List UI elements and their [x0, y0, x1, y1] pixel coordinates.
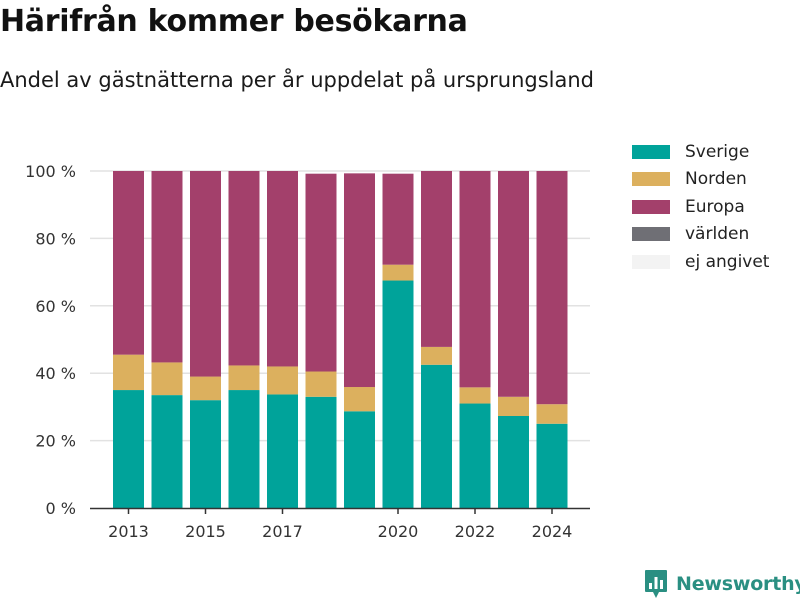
bar-europa-2014[interactable] — [151, 171, 183, 363]
x-tick-label: 2017 — [262, 522, 303, 541]
bar-norden-2021[interactable] — [421, 346, 452, 365]
legend: Sverige Norden Europa världen ej angivet — [632, 138, 769, 276]
legend-item-ej-angivet[interactable]: ej angivet — [632, 248, 769, 276]
brand-name: Newsworthy — [676, 573, 800, 595]
legend-swatch-europa — [632, 199, 670, 214]
bar-sverige-2016[interactable] — [228, 390, 260, 508]
bar-norden-2019[interactable] — [344, 387, 375, 412]
legend-item-sverige[interactable]: Sverige — [632, 138, 769, 166]
bar-sverige-2017[interactable] — [267, 394, 298, 508]
bar-norden-2013[interactable] — [113, 354, 144, 391]
legend-swatch-ej-angivet — [632, 254, 670, 269]
bar-europa-2015[interactable] — [190, 171, 221, 377]
legend-label-sverige: Sverige — [685, 141, 750, 162]
bar-europa-2022[interactable] — [459, 171, 491, 388]
bar-sverige-2015[interactable] — [190, 400, 221, 508]
chart-subtitle: Andel av gästnätterna per år uppdelat på… — [0, 68, 594, 92]
bar-sverige-2020[interactable] — [382, 280, 414, 508]
bar-norden-2016[interactable] — [228, 365, 260, 391]
chart-title: Härifrån kommer besökarna — [0, 4, 468, 39]
bar-sverige-2021[interactable] — [421, 364, 452, 508]
legend-label-europa: Europa — [685, 196, 745, 217]
bar-europa-2019[interactable] — [344, 173, 375, 388]
bar-norden-2017[interactable] — [267, 366, 298, 395]
bar-sverige-2023[interactable] — [498, 415, 529, 508]
legend-swatch-norden — [632, 172, 670, 187]
bar-norden-2014[interactable] — [151, 362, 183, 396]
legend-label-norden: Norden — [685, 169, 747, 190]
legend-label-ej-angivet: ej angivet — [685, 251, 770, 272]
bar-norden-2020[interactable] — [382, 264, 414, 281]
x-tick-label: 2020 — [378, 522, 419, 541]
bar-europa-2013[interactable] — [113, 171, 144, 355]
bar-europa-2023[interactable] — [498, 171, 529, 397]
newsworthy-icon — [645, 570, 667, 598]
bar-norden-2023[interactable] — [498, 396, 529, 416]
bars — [113, 171, 568, 508]
legend-item-norden[interactable]: Norden — [632, 166, 769, 194]
newsworthy-logo[interactable]: Newsworthy — [644, 569, 800, 599]
bar-sverige-2024[interactable] — [536, 423, 568, 508]
bar-sverige-2019[interactable] — [344, 411, 375, 508]
y-axis: 0 % 20 % 40 % 60 % 80 % 100 % — [25, 162, 76, 518]
bar-sverige-2014[interactable] — [151, 395, 183, 508]
y-tick-label: 40 % — [35, 364, 76, 383]
legend-swatch-sverige — [632, 144, 670, 159]
x-axis: 2013 2015 2017 2020 2022 2024 — [90, 507, 590, 541]
legend-label-varlden: världen — [685, 224, 750, 245]
bar-europa-2016[interactable] — [228, 171, 260, 366]
x-tick-label: 2015 — [185, 522, 226, 541]
bar-sverige-2018[interactable] — [305, 396, 337, 508]
bar-sverige-2013[interactable] — [113, 390, 144, 508]
legend-item-varlden[interactable]: världen — [632, 221, 769, 249]
legend-item-europa[interactable]: Europa — [632, 193, 769, 221]
x-tick-label: 2024 — [532, 522, 573, 541]
bar-europa-2018[interactable] — [305, 173, 337, 372]
bar-norden-2018[interactable] — [305, 371, 337, 397]
bar-sverige-2022[interactable] — [459, 403, 491, 508]
bar-norden-2024[interactable] — [536, 404, 568, 424]
bar-norden-2015[interactable] — [190, 376, 221, 401]
bar-europa-2020[interactable] — [382, 173, 414, 265]
legend-swatch-varlden — [632, 227, 670, 242]
y-tick-label: 80 % — [35, 229, 76, 248]
x-tick-label: 2013 — [108, 522, 149, 541]
bar-europa-2021[interactable] — [421, 171, 452, 347]
bar-norden-2022[interactable] — [459, 387, 491, 404]
y-tick-label: 20 % — [35, 432, 76, 451]
bar-europa-2024[interactable] — [536, 171, 568, 405]
bar-europa-2017[interactable] — [267, 171, 298, 367]
y-tick-label: 100 % — [25, 162, 76, 181]
y-tick-label: 0 % — [46, 499, 76, 518]
y-tick-label: 60 % — [35, 297, 76, 316]
x-tick-label: 2022 — [455, 522, 496, 541]
